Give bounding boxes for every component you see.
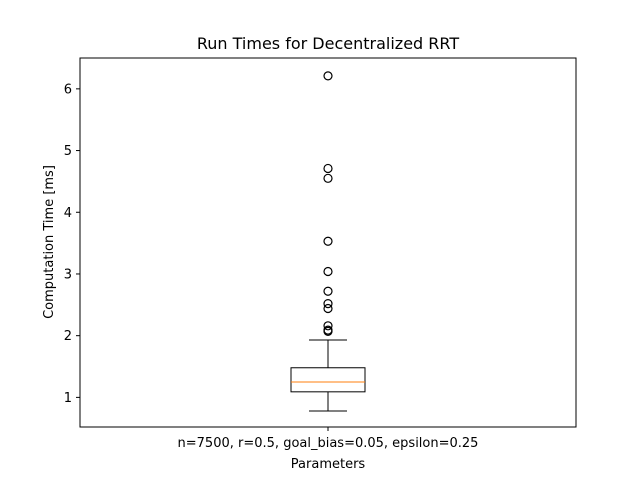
- x-tick-label: n=7500, r=0.5, goal_bias=0.05, epsilon=0…: [178, 436, 479, 451]
- y-axis-label: Computation Time [ms]: [42, 165, 57, 319]
- outlier-point: [323, 325, 333, 335]
- y-axis: 1 2 3 4 5 6: [64, 82, 80, 406]
- outlier-point: [323, 266, 333, 277]
- y-tick-label: 2: [64, 329, 72, 344]
- outlier-point: [323, 236, 333, 246]
- y-tick-label: 6: [64, 82, 72, 97]
- y-tick-label: 4: [64, 206, 72, 221]
- outlier-point: [323, 286, 333, 296]
- y-tick-label: 1: [64, 391, 72, 406]
- x-axis: n=7500, r=0.5, goal_bias=0.05, epsilon=0…: [178, 427, 479, 451]
- outlier-point: [323, 71, 333, 81]
- chart-title: Run Times for Decentralized RRT: [197, 34, 459, 53]
- plot-area-frame: [79, 57, 577, 428]
- outlier-point: [323, 173, 333, 183]
- outlier-point: [323, 303, 333, 314]
- y-tick-label: 3: [64, 267, 72, 282]
- y-tick-label: 5: [64, 144, 72, 159]
- outlier-point: [323, 298, 333, 309]
- outlier-point: [323, 321, 333, 331]
- box-plot: [290, 71, 366, 412]
- outlier-point: [323, 163, 333, 174]
- iqr-box: [290, 367, 366, 393]
- x-axis-label: Parameters: [291, 457, 366, 472]
